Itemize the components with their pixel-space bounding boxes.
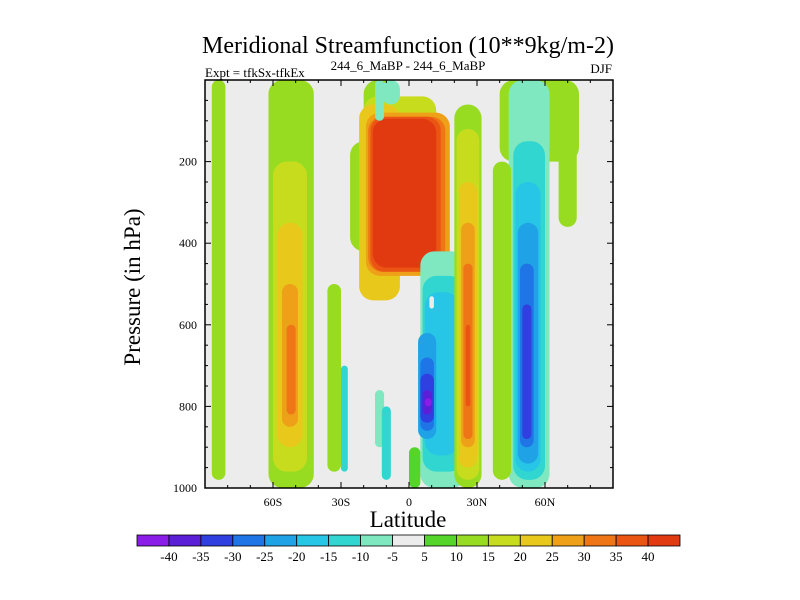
colorbar-label: 15 (482, 549, 495, 564)
y-tick-label: 400 (179, 236, 197, 250)
colorbar-swatch (232, 534, 266, 547)
x-tick-label: 30S (332, 495, 351, 509)
x-tick-label: 30N (467, 495, 488, 509)
contour-cell (409, 447, 421, 488)
colorbar-swatch (264, 534, 298, 547)
colorbar-swatch (168, 534, 202, 547)
colorbar-label: 35 (610, 549, 623, 564)
colorbar-label: 25 (546, 549, 559, 564)
x-tick-label: 60N (535, 495, 556, 509)
colorbar-swatch (200, 534, 234, 547)
contour-cell (381, 80, 400, 105)
colorbar-swatch (615, 534, 649, 547)
colorbar: -40 -35 -30 -25 -20 -15 -10 -5 5 10 15 20 25 30 35 40 (136, 534, 681, 564)
contour-cell (341, 365, 348, 472)
colorbar-label: 30 (578, 549, 591, 564)
chart-title: Meridional Streamfunction (10**9kg/m-2) (202, 33, 614, 59)
contour-cell (211, 80, 226, 480)
colorbar-label: -20 (288, 549, 305, 564)
contour-cell (381, 406, 391, 480)
colorbar-swatch (136, 534, 170, 547)
y-tick-label: 1000 (173, 481, 197, 495)
y-tick-label: 200 (179, 155, 197, 169)
x-axis-label: Latitude (370, 507, 447, 532)
colorbar-label: 20 (514, 549, 527, 564)
colorbar-label: 5 (421, 549, 428, 564)
x-tick-label: 0 (406, 495, 412, 509)
colorbar-swatch (647, 534, 681, 547)
x-axis-ticks: 60S 30S 0 30N 60N (227, 80, 591, 509)
contour-cell (429, 296, 434, 309)
contour-cell (465, 324, 471, 407)
colorbar-label: -40 (160, 549, 177, 564)
colorbar-label: -10 (352, 549, 369, 564)
colorbar-swatch (424, 534, 457, 547)
colorbar-label: -5 (387, 549, 398, 564)
colorbar-label: -25 (256, 549, 273, 564)
colorbar-label: 10 (450, 549, 463, 564)
experiment-label: Expt = tfkSx-tfkEx (205, 65, 305, 80)
contour-cell (286, 324, 296, 415)
season-label: DJF (590, 61, 612, 76)
contour-cell (327, 284, 341, 472)
period-label: 244_6_MaBP - 244_6_MaBP (331, 58, 486, 73)
contour-cell (375, 80, 385, 121)
y-axis-ticks: 200 400 600 800 1000 (173, 99, 613, 495)
contour-cell (372, 118, 437, 268)
colorbar-label: 40 (642, 549, 655, 564)
contour-cell (424, 398, 432, 407)
y-axis-label: Pressure (in hPa) (120, 208, 145, 365)
colorbar-swatch (456, 534, 489, 547)
colorbar-label: -30 (224, 549, 241, 564)
contour-cell (492, 161, 511, 480)
colorbar-swatch (551, 534, 585, 547)
y-tick-label: 600 (179, 318, 197, 332)
colorbar-swatch (519, 534, 553, 547)
colorbar-swatch (296, 534, 330, 547)
contour-cell (558, 112, 577, 227)
colorbar-swatch (583, 534, 617, 547)
colorbar-label: -15 (320, 549, 337, 564)
colorbar-label: -35 (192, 549, 209, 564)
colorbar-swatch (487, 534, 521, 547)
contour-cell (522, 304, 532, 440)
colorbar-swatch (392, 534, 425, 547)
colorbar-swatch (360, 534, 393, 547)
y-tick-label: 800 (179, 399, 197, 413)
x-tick-label: 60S (264, 495, 283, 509)
colorbar-swatch (328, 534, 361, 547)
contour-fill-group (211, 80, 579, 488)
